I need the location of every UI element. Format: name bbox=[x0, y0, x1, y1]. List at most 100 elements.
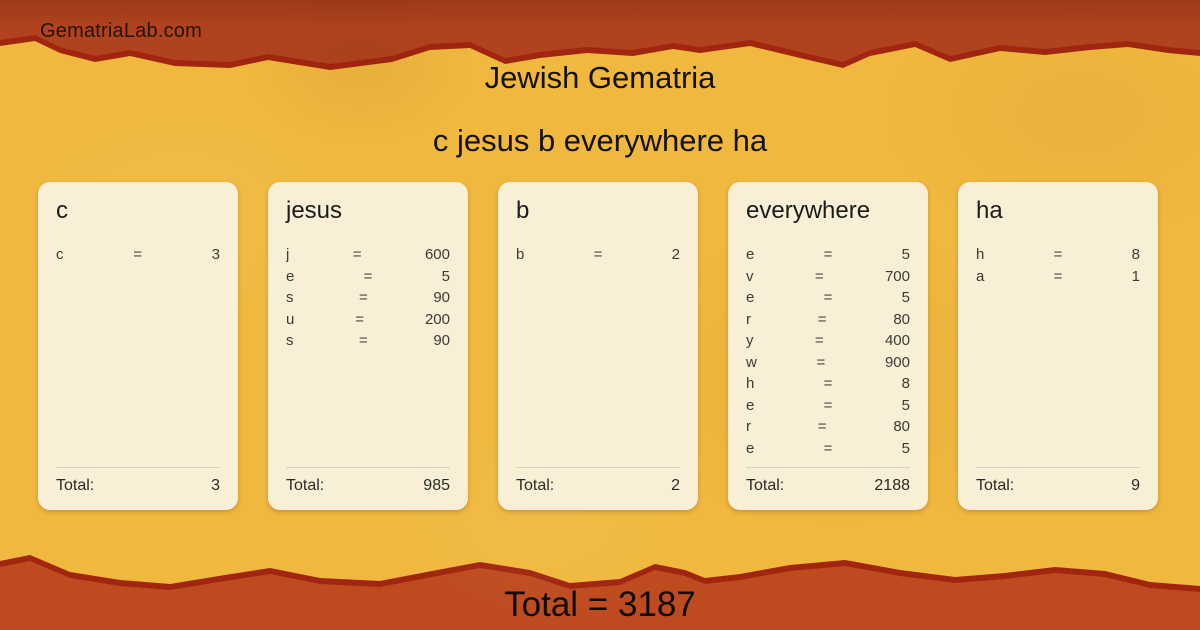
letter-value: 5 bbox=[901, 439, 910, 457]
letter-row: s = 90 bbox=[286, 287, 450, 309]
word-title: c bbox=[56, 197, 68, 224]
letter-row: e = 5 bbox=[746, 287, 910, 309]
letter-value: 200 bbox=[424, 310, 450, 328]
letter-row: h = 8 bbox=[976, 244, 1140, 266]
equals-sign: = bbox=[1053, 246, 1063, 263]
letter-value: 5 bbox=[901, 246, 910, 263]
letter-value: 5 bbox=[901, 396, 910, 414]
letter: v bbox=[746, 267, 754, 285]
equals-sign: = bbox=[1053, 267, 1063, 285]
card-divider bbox=[286, 467, 450, 468]
letter: e bbox=[286, 267, 295, 285]
letter: h bbox=[746, 375, 755, 392]
equals-sign: = bbox=[352, 246, 362, 263]
equals-sign: = bbox=[817, 310, 827, 328]
letter-value: 400 bbox=[884, 332, 910, 349]
letter: s bbox=[286, 289, 294, 306]
word-card: everywhere e = 5 v = 700 e = 5 r = 80 y … bbox=[728, 182, 928, 510]
equals-sign: = bbox=[355, 310, 365, 328]
word-total-row: Total: 2188 bbox=[746, 476, 910, 498]
letter-row: e = 5 bbox=[286, 266, 450, 288]
total-value: 3 bbox=[211, 477, 220, 494]
letter-row: e = 5 bbox=[746, 244, 910, 266]
equals-sign: = bbox=[823, 246, 833, 263]
letter-row: c = 3 bbox=[56, 244, 220, 266]
total-label: Total: bbox=[976, 477, 1015, 494]
letter-value: 80 bbox=[893, 310, 910, 328]
letter-row: a = 1 bbox=[976, 266, 1140, 288]
page-title: Jewish Gematria bbox=[484, 60, 716, 95]
equals-sign: = bbox=[823, 396, 833, 414]
equals-sign: = bbox=[359, 332, 368, 349]
word-card: b b = 2 Total: 2 bbox=[498, 182, 698, 510]
card-divider bbox=[56, 467, 220, 468]
equals-sign: = bbox=[823, 439, 833, 457]
equals-sign: = bbox=[363, 267, 373, 285]
total-value: 9 bbox=[1131, 477, 1140, 494]
letter-value: 90 bbox=[433, 289, 450, 306]
equals-sign: = bbox=[814, 267, 824, 285]
equals-sign: = bbox=[823, 289, 833, 306]
phrase-text: c jesus b everywhere ha bbox=[432, 123, 768, 158]
site-logo: GematriaLab.com bbox=[40, 20, 202, 42]
equals-sign: = bbox=[133, 246, 142, 263]
letter: j bbox=[286, 246, 290, 263]
word-total-row: Total: 2 bbox=[516, 476, 680, 498]
equals-sign: = bbox=[359, 289, 368, 306]
letter-row: w = 900 bbox=[746, 352, 910, 374]
letter: r bbox=[746, 418, 751, 435]
grand-total: Total = 3187 bbox=[504, 585, 696, 624]
card-divider bbox=[516, 467, 680, 468]
card-divider bbox=[746, 467, 910, 468]
total-value: 2188 bbox=[874, 477, 910, 494]
word-title: everywhere bbox=[746, 197, 871, 224]
letter-value: 5 bbox=[441, 267, 450, 285]
equals-sign: = bbox=[593, 246, 603, 263]
letter-row: j = 600 bbox=[286, 244, 450, 266]
letter-value: 5 bbox=[901, 289, 910, 306]
letter-rows: c = 3 bbox=[56, 238, 220, 467]
letter-value: 2 bbox=[671, 246, 680, 263]
letter: u bbox=[286, 310, 295, 328]
letter-row: y = 400 bbox=[746, 330, 910, 352]
letter: y bbox=[746, 332, 754, 349]
word-card: jesus j = 600 e = 5 s = 90 u = 200 s = 9… bbox=[268, 182, 468, 510]
word-title: jesus bbox=[286, 197, 343, 224]
letter-value: 600 bbox=[424, 246, 450, 263]
letter-rows: h = 8 a = 1 bbox=[976, 238, 1140, 467]
letter: b bbox=[516, 246, 525, 263]
letter-value: 3 bbox=[211, 246, 220, 263]
letter-value: 900 bbox=[884, 353, 910, 371]
total-label: Total: bbox=[516, 477, 555, 494]
letter: e bbox=[746, 246, 755, 263]
equals-sign: = bbox=[817, 418, 827, 435]
letter-value: 90 bbox=[433, 332, 450, 349]
letter: e bbox=[746, 396, 755, 414]
word-title: ha bbox=[976, 197, 1003, 224]
word-card: c c = 3 Total: 3 bbox=[38, 182, 238, 510]
cards-container: c c = 3 Total: 3 jesus j = 600 e = 5 s =… bbox=[38, 182, 1158, 510]
letter-row: s = 90 bbox=[286, 330, 450, 352]
letter: e bbox=[746, 289, 755, 306]
letter-row: r = 80 bbox=[746, 416, 910, 438]
equals-sign: = bbox=[823, 375, 833, 392]
letter-row: u = 200 bbox=[286, 309, 450, 331]
letter-row: e = 5 bbox=[746, 395, 910, 417]
total-value: 2 bbox=[671, 477, 680, 494]
letter-row: v = 700 bbox=[746, 266, 910, 288]
letter-value: 700 bbox=[884, 267, 910, 285]
letter: a bbox=[976, 267, 985, 285]
word-title: b bbox=[516, 197, 530, 224]
word-card: ha h = 8 a = 1 Total: 9 bbox=[958, 182, 1158, 510]
total-label: Total: bbox=[286, 477, 325, 494]
equals-sign: = bbox=[814, 332, 824, 349]
total-label: Total: bbox=[56, 477, 95, 494]
bottom-red-band bbox=[0, 561, 1200, 630]
letter-value: 8 bbox=[1131, 246, 1140, 263]
top-red-band bbox=[0, 0, 1200, 64]
letter: e bbox=[746, 439, 755, 457]
total-label: Total: bbox=[746, 477, 785, 494]
letter-value: 8 bbox=[901, 375, 910, 392]
